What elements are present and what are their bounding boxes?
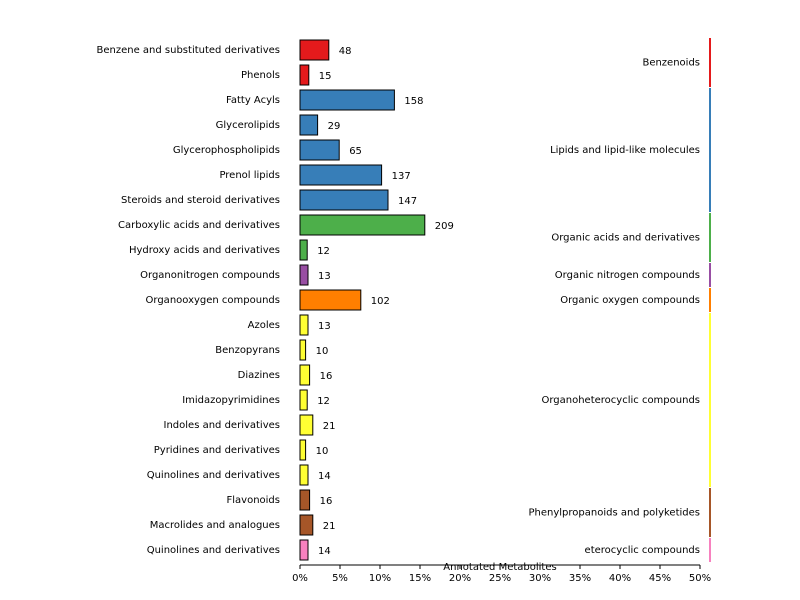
bar bbox=[299, 39, 330, 61]
group-label: Benzenoids bbox=[642, 58, 700, 69]
bar bbox=[299, 264, 309, 286]
data-label: 102 bbox=[371, 296, 390, 307]
data-label: 12 bbox=[317, 396, 330, 407]
x-tick-label: 40% bbox=[609, 573, 631, 584]
bar bbox=[299, 389, 308, 411]
bar bbox=[299, 364, 311, 386]
bar bbox=[299, 239, 308, 261]
x-tick-label: 50% bbox=[689, 573, 711, 584]
x-tick-label: 35% bbox=[569, 573, 591, 584]
y-tick-label: Benzopyrans bbox=[215, 345, 280, 356]
group-label: Organic oxygen compounds bbox=[560, 295, 700, 306]
y-tick-label: Glycerophospholipids bbox=[173, 145, 280, 156]
bar bbox=[299, 339, 307, 361]
data-label: 14 bbox=[318, 546, 331, 557]
bar bbox=[299, 114, 319, 136]
y-tick-label: Prenol lipids bbox=[219, 170, 280, 181]
y-tick-label: Imidazopyrimidines bbox=[182, 395, 280, 406]
bar bbox=[299, 489, 311, 511]
data-label: 12 bbox=[317, 246, 330, 257]
x-tick-label: 0% bbox=[292, 573, 308, 584]
y-tick-label: Organonitrogen compounds bbox=[140, 270, 280, 281]
x-tick-label: 45% bbox=[649, 573, 671, 584]
x-tick-label: 20% bbox=[449, 573, 471, 584]
y-tick-label: Pyridines and derivatives bbox=[154, 445, 280, 456]
bar bbox=[299, 414, 314, 436]
y-tick-label: Azoles bbox=[248, 320, 280, 331]
data-label: 10 bbox=[316, 446, 329, 457]
bar bbox=[299, 514, 314, 536]
data-label: 21 bbox=[323, 421, 336, 432]
data-label: 137 bbox=[392, 171, 411, 182]
group-label: Organic acids and derivatives bbox=[551, 233, 700, 244]
y-tick-label: Flavonoids bbox=[227, 495, 281, 506]
group-label: Organoheterocyclic compounds bbox=[541, 395, 700, 406]
bar bbox=[299, 314, 309, 336]
x-tick-label: 5% bbox=[332, 573, 348, 584]
y-tick-label: Quinolines and derivatives bbox=[147, 470, 280, 481]
y-tick-label: Benzene and substituted derivatives bbox=[97, 45, 281, 56]
x-tick-label: 10% bbox=[369, 573, 391, 584]
group-label: eterocyclic compounds bbox=[585, 545, 700, 556]
y-tick-label: Indoles and derivatives bbox=[164, 420, 280, 431]
x-tick-label: 30% bbox=[529, 573, 551, 584]
bar bbox=[299, 464, 309, 486]
y-tick-label: Diazines bbox=[238, 370, 280, 381]
bar bbox=[299, 189, 389, 211]
group-label: Phenylpropanoids and polyketides bbox=[528, 508, 700, 519]
y-tick-label: Organooxygen compounds bbox=[146, 295, 280, 306]
x-tick-label: 15% bbox=[409, 573, 431, 584]
x-tick-label: 25% bbox=[489, 573, 511, 584]
data-label: 29 bbox=[328, 121, 341, 132]
data-label: 209 bbox=[435, 221, 454, 232]
bar bbox=[299, 539, 309, 561]
bar bbox=[299, 439, 307, 461]
y-tick-label: Phenols bbox=[241, 70, 280, 81]
group-label: Organic nitrogen compounds bbox=[555, 270, 700, 281]
y-tick-label: Fatty Acyls bbox=[226, 95, 280, 106]
y-tick-label: Carboxylic acids and derivatives bbox=[118, 220, 280, 231]
bar bbox=[299, 164, 383, 186]
data-label: 16 bbox=[320, 496, 333, 507]
data-label: 147 bbox=[398, 196, 417, 207]
y-tick-label: Steroids and steroid derivatives bbox=[121, 195, 280, 206]
y-tick-label: Hydroxy acids and derivatives bbox=[129, 245, 280, 256]
data-label: 21 bbox=[323, 521, 336, 532]
data-label: 16 bbox=[320, 371, 333, 382]
bar bbox=[299, 89, 395, 111]
data-label: 14 bbox=[318, 471, 331, 482]
y-tick-label: Macrolides and analogues bbox=[150, 520, 280, 531]
data-label: 48 bbox=[339, 46, 352, 57]
bar bbox=[299, 139, 340, 161]
group-label: Lipids and lipid-like molecules bbox=[550, 145, 700, 156]
data-label: 10 bbox=[316, 346, 329, 357]
data-label: 65 bbox=[349, 146, 362, 157]
data-label: 158 bbox=[404, 96, 423, 107]
y-tick-label: Quinolines and derivatives bbox=[147, 545, 280, 556]
data-label: 13 bbox=[318, 321, 331, 332]
data-label: 15 bbox=[319, 71, 332, 82]
data-label: 13 bbox=[318, 271, 331, 282]
bar bbox=[299, 64, 310, 86]
bar bbox=[299, 289, 362, 311]
bar bbox=[299, 214, 426, 236]
y-tick-label: Glycerolipids bbox=[216, 120, 280, 131]
